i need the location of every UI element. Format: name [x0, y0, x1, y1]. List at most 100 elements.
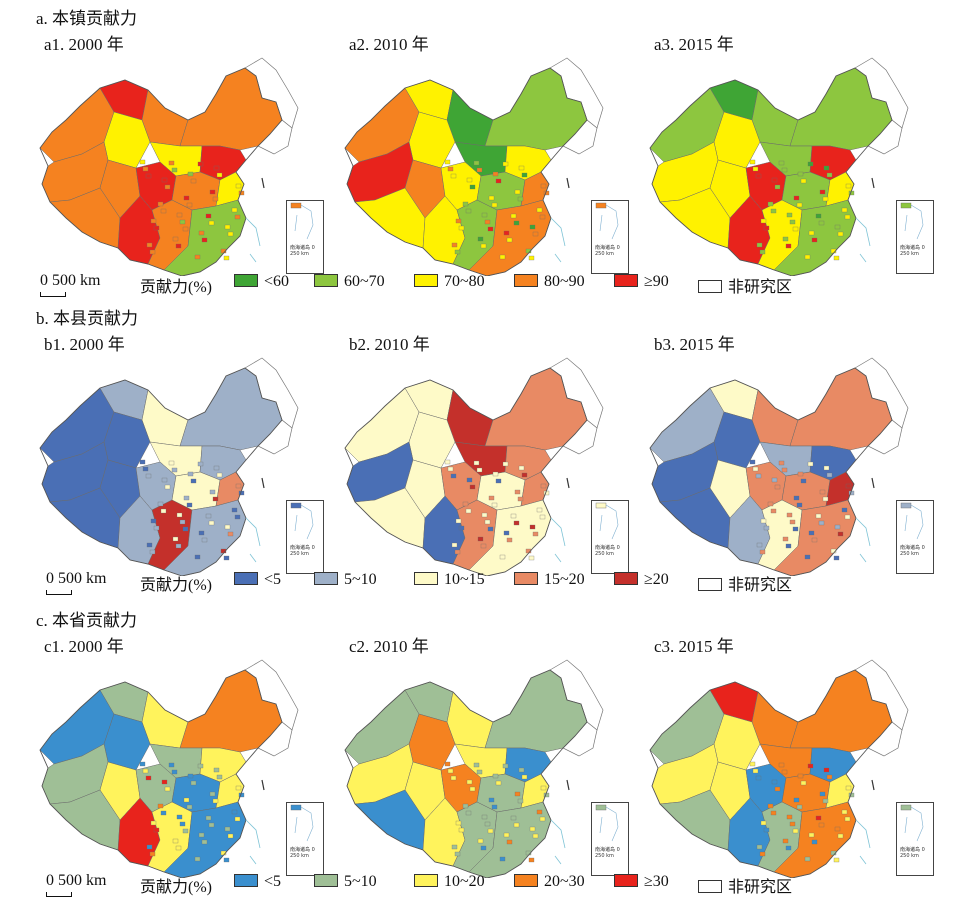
- map-subregion: [157, 201, 164, 207]
- map-subregion: [477, 536, 484, 542]
- south-china-sea-inset: 南海诸岛 0 250 km: [896, 500, 934, 574]
- map-subregion: [455, 820, 462, 826]
- map-subregion: [804, 554, 811, 560]
- map-subregion: [172, 838, 179, 844]
- map-subregion: [539, 514, 546, 520]
- legend-swatch: [514, 572, 538, 585]
- legend-title: 贡献力(%): [140, 279, 212, 296]
- map-subregion: [800, 478, 807, 484]
- taiwan-island: [871, 477, 875, 489]
- map-subregion: [145, 775, 152, 781]
- country-outline: [344, 669, 588, 878]
- south-china-sea-inset: 南海诸岛 0 250 km: [286, 200, 324, 274]
- map-subregion: [481, 212, 488, 218]
- legend-label: 5~10: [344, 873, 377, 890]
- map-subregion: [763, 525, 770, 531]
- map-subregion: [466, 477, 473, 483]
- map-subregion: [139, 459, 146, 465]
- map-subregion: [503, 230, 510, 236]
- map-subregion: [153, 225, 160, 231]
- map-subregion: [160, 208, 167, 214]
- map-subregion: [160, 810, 167, 816]
- map-subregion: [469, 484, 476, 490]
- map-subregion: [808, 530, 815, 536]
- map-subregion: [198, 832, 205, 838]
- map-subregion: [826, 172, 833, 178]
- map-panel-b3: b3. 2015 年南海诸岛 0 250 km: [640, 330, 940, 580]
- map-subregion: [540, 483, 547, 489]
- map-subregion: [142, 466, 149, 472]
- legend-label: 15~20: [544, 571, 585, 588]
- map-subregion: [536, 207, 543, 213]
- map-subregion: [149, 549, 156, 555]
- map-subregion: [499, 856, 506, 862]
- map-subregion: [469, 184, 476, 190]
- map-subregion: [150, 218, 157, 224]
- map-subregion: [168, 460, 175, 466]
- map-subregion: [506, 839, 513, 845]
- choropleth-map: [39, 659, 299, 878]
- map-subregion: [833, 857, 840, 863]
- map-subregion: [845, 483, 852, 489]
- country-outline: [344, 367, 588, 576]
- south-china-sea-inset: 南海诸岛 0 250 km: [591, 500, 629, 574]
- map-subregion: [759, 851, 766, 857]
- map-subregion: [529, 224, 536, 230]
- legend-item: <5: [234, 873, 281, 891]
- legend-swatch: [314, 572, 338, 585]
- legend-item: 70~80: [414, 273, 485, 291]
- map-subregion: [179, 219, 186, 225]
- map-subregion: [756, 242, 763, 248]
- map-subregion: [752, 466, 759, 472]
- map-subregion: [172, 536, 179, 542]
- map-panel-c2: c2. 2010 年南海诸岛 0 250 km: [335, 632, 635, 882]
- legend-item: 5~10: [314, 571, 377, 589]
- map-subregion: [517, 196, 524, 202]
- taiwan-island: [566, 477, 570, 489]
- map-subregion: [476, 769, 483, 775]
- map-subregion: [811, 839, 818, 845]
- country-outline: [649, 67, 893, 276]
- map-subregion: [454, 851, 461, 857]
- map-subregion: [153, 525, 160, 531]
- map-subregion: [793, 797, 800, 803]
- map-subregion: [834, 826, 841, 832]
- map-subregion: [153, 827, 160, 833]
- map-subregion: [771, 177, 778, 183]
- legend-item: 5~10: [314, 873, 377, 891]
- map-subregion: [818, 822, 825, 828]
- map-subregion: [770, 508, 777, 514]
- map-subregion: [491, 502, 498, 508]
- legend-label: <60: [264, 273, 290, 290]
- legend-swatch: [234, 874, 258, 887]
- inset-map: [900, 804, 924, 842]
- map-subregion: [771, 477, 778, 483]
- map-subregion: [224, 224, 231, 230]
- map-subregion: [465, 508, 472, 514]
- map-subregion: [797, 471, 804, 477]
- map-subregion: [506, 537, 513, 543]
- map-subregion: [815, 513, 822, 519]
- panel-title: a1. 2000 年: [44, 35, 124, 54]
- south-china-sea-inset: 南海诸岛 0 250 km: [591, 200, 629, 274]
- map-region: [751, 89, 799, 147]
- map-subregion: [819, 189, 826, 195]
- map-panel-c3: c3. 2015 年南海诸岛 0 250 km: [640, 632, 940, 882]
- inset-map: [595, 502, 619, 540]
- legend-item: <5: [234, 571, 281, 589]
- scale-bar-line: [46, 892, 72, 897]
- map-subregion: [182, 226, 189, 232]
- map-subregion: [160, 508, 167, 514]
- map-subregion: [767, 803, 774, 809]
- legend-label: 非研究区: [728, 279, 793, 296]
- map-subregion: [771, 779, 778, 785]
- map-subregion: [804, 856, 811, 862]
- map-subregion: [198, 530, 205, 536]
- map-subregion: [774, 786, 781, 792]
- section-title: a. 本镇贡献力: [36, 9, 138, 28]
- map-subregion: [793, 495, 800, 501]
- map-subregion: [770, 208, 777, 214]
- map-subregion: [458, 827, 465, 833]
- map-subregion: [454, 249, 461, 255]
- map-subregion: [212, 798, 219, 804]
